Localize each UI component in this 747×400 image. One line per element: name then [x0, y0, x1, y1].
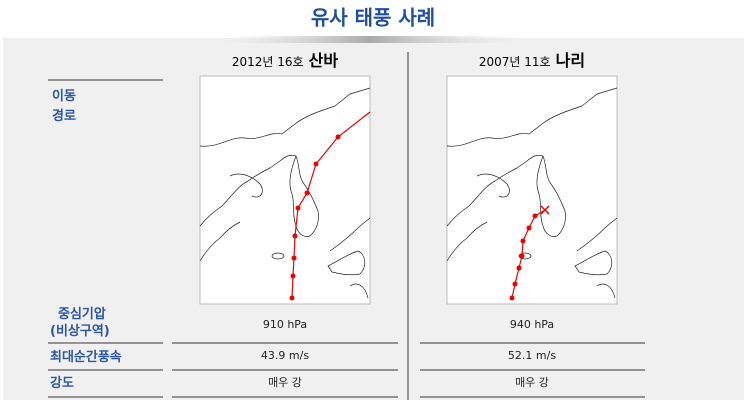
row-label: 중심기압 [58, 306, 106, 322]
pressure: 940 hPa [510, 318, 554, 331]
column-header: 2007년 11호 나리 [479, 51, 585, 70]
typhoon-name: 나리 [556, 51, 585, 70]
title-bar [220, 36, 520, 43]
row-label: 경로 [52, 108, 76, 124]
max-gust: 43.9 m/s [261, 349, 309, 362]
year-number: 2012년 16호 [232, 55, 304, 69]
track-map [446, 75, 618, 305]
column-header: 2012년 16호 산바 [232, 51, 339, 70]
intensity: 매우 강 [268, 376, 302, 389]
panel [3, 38, 744, 400]
typhoon-name: 산바 [309, 51, 339, 70]
max-gust: 52.1 m/s [508, 349, 556, 362]
row-label: 강도 [50, 375, 74, 391]
page-title: 유사 태풍 사례 [311, 6, 435, 30]
year-number: 2007년 11호 [479, 55, 551, 69]
pressure: 910 hPa [263, 318, 307, 331]
intensity: 매우 강 [515, 376, 549, 389]
row-label: 최대순간풍속 [50, 349, 122, 365]
row-label: (비상구역) [50, 323, 110, 339]
track-map [199, 75, 371, 305]
row-label: 이동 [52, 88, 76, 104]
